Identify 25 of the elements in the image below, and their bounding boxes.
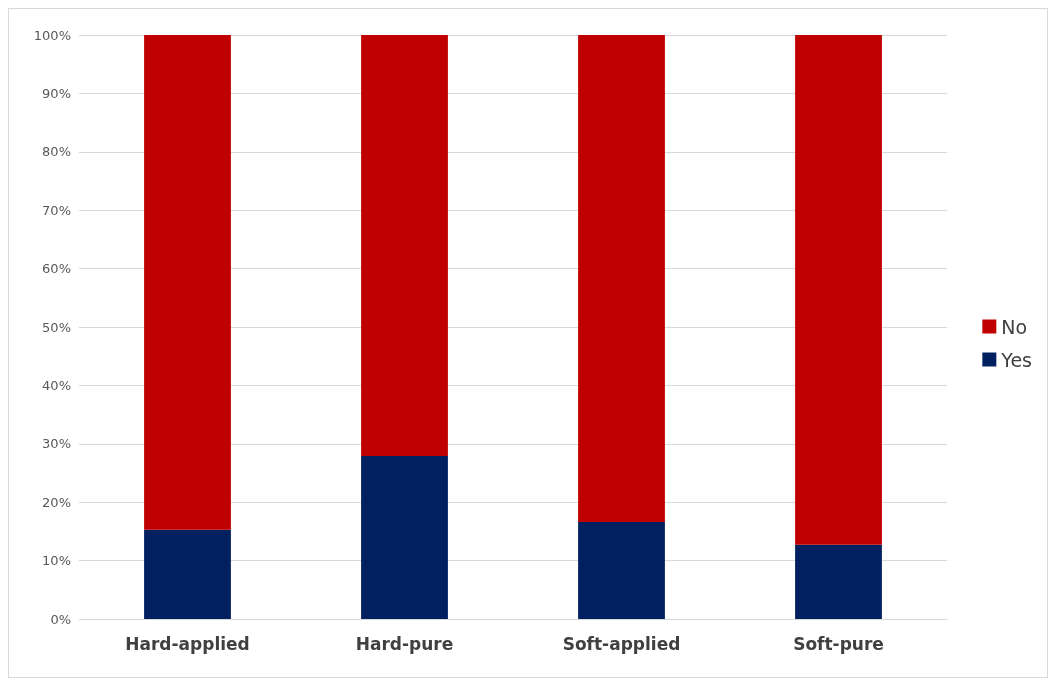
x-tick-label: Soft-applied bbox=[562, 633, 681, 654]
x-tick-label: Soft-pure bbox=[793, 633, 884, 654]
legend-label: Yes bbox=[1000, 348, 1032, 371]
x-tick-label: Hard-applied bbox=[125, 633, 250, 654]
y-tick-label: 90% bbox=[42, 85, 71, 101]
y-tick-label: 20% bbox=[42, 494, 71, 510]
y-tick-label: 10% bbox=[42, 553, 71, 569]
bar bbox=[795, 544, 882, 619]
y-tick-label: 40% bbox=[42, 377, 71, 393]
bar bbox=[144, 35, 231, 530]
y-tick-label: 80% bbox=[42, 144, 71, 160]
y-tick-label: 70% bbox=[42, 202, 71, 218]
bar bbox=[578, 522, 665, 619]
y-tick-label: 0% bbox=[50, 611, 71, 627]
y-tick-label: 100% bbox=[33, 27, 71, 43]
y-tick-label: 30% bbox=[42, 436, 71, 452]
y-tick-label: 60% bbox=[42, 261, 71, 277]
bar bbox=[578, 35, 665, 523]
bar bbox=[144, 529, 231, 619]
legend-label: No bbox=[1001, 315, 1028, 338]
bar bbox=[795, 35, 882, 545]
x-tick-label: Hard-pure bbox=[355, 633, 454, 654]
bar bbox=[361, 35, 448, 457]
bar bbox=[361, 456, 448, 619]
y-tick-label: 50% bbox=[42, 319, 71, 335]
